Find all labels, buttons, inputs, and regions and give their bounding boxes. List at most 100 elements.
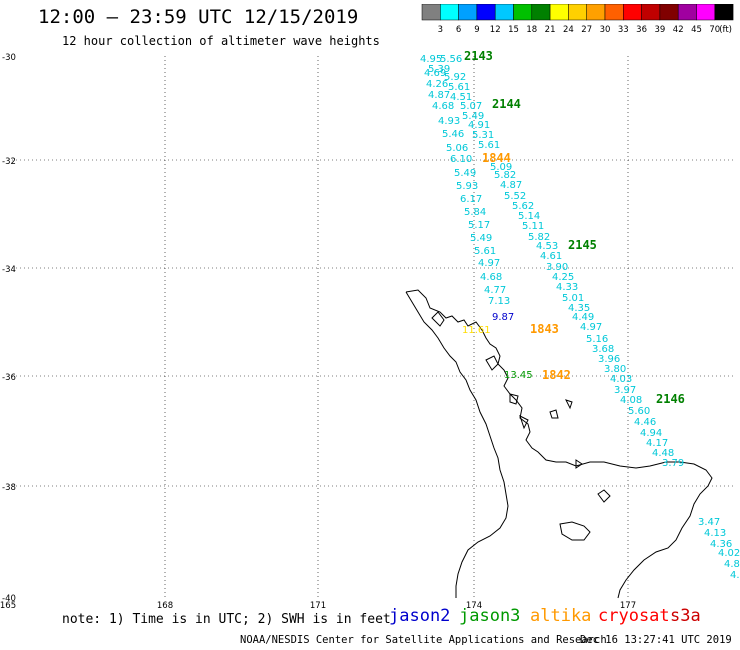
wave-height-value: 5.92	[444, 72, 466, 83]
wave-height-value: 4.36	[710, 539, 732, 550]
colorbar-tick-label: 12	[490, 25, 501, 35]
wave-height-value: 4.68	[480, 272, 502, 283]
colorbar-tick-label: 21	[545, 25, 556, 35]
colorbar-tick-label: 39	[654, 25, 665, 35]
longitude-tick-label: 168	[157, 601, 173, 611]
colorbar-tick-label: 45	[691, 25, 702, 35]
wave-height-value: 4.48	[652, 448, 674, 459]
colorbar-tick-label: 18	[526, 25, 537, 35]
wave-height-value: 4.35	[568, 303, 590, 314]
wave-height-value: 4.95	[420, 54, 442, 65]
coastline	[405, 289, 713, 599]
longitude-tick-label: 165	[0, 601, 16, 611]
wave-height-value: 5.61	[478, 140, 500, 151]
satellite-altika: altika	[530, 606, 592, 626]
wave-height-value: 4.08	[620, 395, 642, 406]
wave-height-value: 4.02	[718, 548, 740, 559]
wave-height-value: 5.56	[440, 54, 462, 65]
pass-label: 2146	[656, 392, 685, 406]
wave-height-value: 4.49	[572, 312, 594, 323]
wave-height-value: 5.39	[428, 64, 450, 75]
colorbar-tick-label: 9	[474, 25, 479, 35]
footnote: note: 1) Time is in UTC; 2) SWH is in fe…	[62, 612, 391, 627]
wave-height-value: 4.17	[646, 438, 668, 449]
wave-height-value: 4.93	[438, 116, 460, 127]
wave-height-value: 5.14	[518, 211, 540, 222]
colorbar-tick-label: 42	[673, 25, 684, 35]
satellite-jason3: jason3	[459, 606, 521, 626]
wave-height-value: 11.61	[462, 325, 491, 336]
pass-label: 2145	[568, 238, 597, 252]
longitude-tick-label: 177	[620, 601, 636, 611]
credit-line: NOAA/NESDIS Center for Satellite Applica…	[240, 634, 607, 646]
colorbar-tick-label: 33	[618, 25, 629, 35]
wave-height-value: 3.68	[592, 344, 614, 355]
wave-height-value: 5.31	[472, 130, 494, 141]
wave-height-value: 4.97	[478, 258, 500, 269]
wave-height-value: 6.17	[460, 194, 482, 205]
pass-labels: 2143 2144 1844 2145 1843 1842 2146	[464, 49, 685, 406]
wave-height-value: 4.51	[450, 92, 472, 103]
wave-height-value: 4.87	[500, 180, 522, 191]
wave-height-value: 4.33	[556, 282, 578, 293]
satellite-s3a: s3a	[670, 606, 701, 626]
wave-height-value: 4.46	[634, 417, 656, 428]
colorbar-tick-label: 27	[581, 25, 592, 35]
wave-height-value: 4.61	[540, 251, 562, 262]
wave-height-value: 3.79	[662, 458, 684, 469]
pass-label: 2144	[492, 97, 521, 111]
wave-height-value: 5.52	[504, 191, 526, 202]
colorbar-swatch	[714, 4, 734, 21]
wave-height-value: 4.03	[610, 374, 632, 385]
colorbar-tick-label: 6	[456, 25, 461, 35]
wave-height-value: 5.61	[474, 246, 496, 257]
latitude-tick-label: -36	[2, 373, 16, 383]
pass-label: 1842	[542, 368, 571, 382]
wave-height-value: 4.	[730, 570, 740, 581]
colorbar-tick-label: 70	[709, 25, 720, 35]
wave-height-value: 13.45	[504, 370, 533, 381]
map-subtitle: 12 hour collection of altimeter wave hei…	[62, 34, 380, 48]
satellite-cryosat: cryosat	[598, 606, 670, 626]
wave-height-value: 9.87	[492, 312, 514, 323]
wave-height-value: 5.82	[528, 232, 550, 243]
wave-height-value: 5.61	[448, 82, 470, 93]
wave-height-value: 5.93	[456, 181, 478, 192]
wave-height-value: 4.26	[426, 79, 448, 90]
pass-label: 2143	[464, 49, 493, 63]
wave-height-value: 5.49	[454, 168, 476, 179]
colorbar-tick-label: 36	[636, 25, 647, 35]
wave-height-value: 5.82	[494, 170, 516, 181]
wave-height-value: 4.77	[484, 285, 506, 296]
latitude-tick-label: -32	[2, 157, 16, 167]
pass-label: 1843	[530, 322, 559, 336]
wave-height-value: 5.16	[586, 334, 608, 345]
wave-height-value: 4.13	[704, 528, 726, 539]
colorbar-tick-label: 3	[438, 25, 443, 35]
longitude-tick-label: 174	[466, 601, 482, 611]
latitude-tick-label: -30	[2, 53, 16, 63]
wave-height-value: 5.06	[446, 143, 468, 154]
wave-height-value: 3.96	[598, 354, 620, 365]
wave-height-value: 5.07	[460, 101, 482, 112]
wave-height-value: 5.49	[470, 233, 492, 244]
wave-height-value: 4.91	[468, 120, 490, 131]
wave-height-value: 7.13	[488, 296, 510, 307]
wave-height-value: 4.97	[580, 322, 602, 333]
latitude-tick-label: -40	[2, 594, 16, 604]
wave-height-colorbar: 3 6 9 12 15 18 21 24 27 30 33 36 39 42 45 70(ft)	[421, 4, 734, 35]
latitude-labels: -30 -32 -34 -36 -38 -40	[2, 53, 16, 604]
longitude-tick-label: 171	[310, 601, 326, 611]
pass-label: 1844	[482, 151, 511, 165]
colorbar-tick-label: 15	[508, 25, 519, 35]
colorbar-tick-label: 30	[600, 25, 611, 35]
wave-height-value: 5.01	[562, 293, 584, 304]
wave-height-value: 4.53	[536, 241, 558, 252]
wave-height-value: 4.87	[428, 90, 450, 101]
wave-height-value: 5.84	[464, 207, 486, 218]
map-title: 12:00 – 23:59 UTC 12/15/2019	[38, 6, 359, 28]
wave-height-value: 3.80	[604, 364, 626, 375]
latitude-tick-label: -38	[2, 483, 16, 493]
wave-height-value: 4.8	[724, 559, 740, 570]
